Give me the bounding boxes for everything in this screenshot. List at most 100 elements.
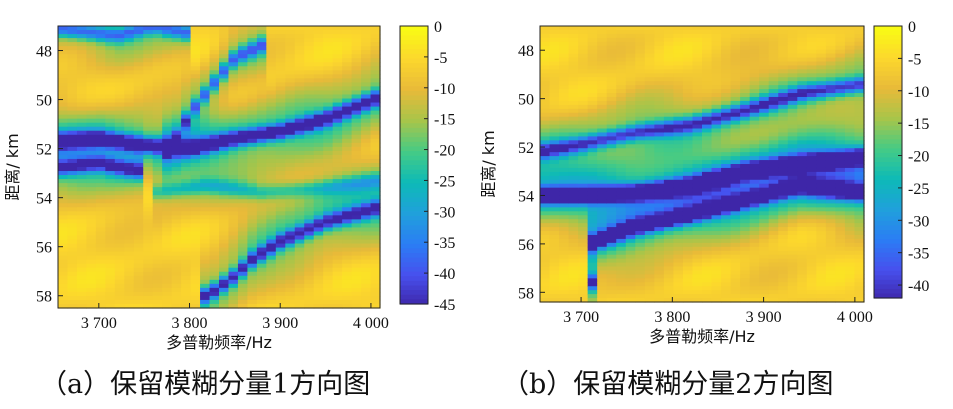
heatmap-cell bbox=[825, 124, 837, 130]
heatmap-cell bbox=[304, 90, 315, 96]
heatmap-cell bbox=[86, 255, 97, 261]
heatmap-cell bbox=[342, 146, 353, 152]
heatmap-cell bbox=[825, 140, 837, 145]
heatmap-cell bbox=[654, 33, 665, 39]
heatmap-cell bbox=[171, 106, 182, 112]
heatmap-cell bbox=[256, 219, 267, 224]
heatmap-cell bbox=[143, 303, 154, 309]
heatmap-cell bbox=[124, 219, 135, 224]
heatmap-cell bbox=[587, 258, 598, 264]
heatmap-cell bbox=[342, 215, 353, 220]
heatmap-cell bbox=[768, 298, 779, 303]
heatmap-cell bbox=[549, 270, 560, 275]
heatmap-cell bbox=[644, 85, 655, 90]
heatmap-cell bbox=[568, 231, 579, 236]
heatmap-cell bbox=[266, 110, 277, 116]
heatmap-cell bbox=[540, 29, 551, 35]
heatmap-cell bbox=[275, 138, 286, 144]
heatmap-cell bbox=[370, 118, 381, 124]
heatmap-cell bbox=[559, 211, 570, 216]
heatmap-cell bbox=[162, 255, 173, 261]
heatmap-cell bbox=[219, 114, 230, 120]
colorbar-segment bbox=[400, 141, 428, 148]
heatmap-cell bbox=[332, 259, 343, 265]
heatmap-cell bbox=[854, 231, 865, 236]
heatmap-cell bbox=[549, 294, 560, 299]
heatmap-cell bbox=[692, 160, 703, 165]
heatmap-cell bbox=[721, 81, 732, 86]
colorbar-segment bbox=[874, 180, 902, 186]
heatmap-cell bbox=[133, 58, 144, 63]
heatmap-cell bbox=[549, 53, 560, 59]
heatmap-cell bbox=[76, 38, 88, 43]
heatmap-cell bbox=[124, 187, 135, 192]
heatmap-cell bbox=[285, 158, 296, 164]
heatmap-cell bbox=[625, 207, 636, 212]
heatmap-cell bbox=[644, 100, 655, 106]
heatmap-cell bbox=[361, 66, 372, 71]
heatmap-cell bbox=[730, 262, 741, 268]
heatmap-cell bbox=[370, 106, 381, 112]
heatmap-cell bbox=[313, 30, 324, 35]
heatmap-cell bbox=[294, 54, 305, 59]
heatmap-cell bbox=[549, 191, 560, 197]
heatmap-cell bbox=[559, 128, 570, 134]
heatmap-cell bbox=[721, 203, 732, 208]
heatmap-cell bbox=[351, 287, 362, 293]
heatmap-cell bbox=[816, 171, 827, 177]
heatmap-cell bbox=[635, 187, 646, 193]
heatmap-cell bbox=[294, 243, 305, 249]
heatmap-cell bbox=[540, 227, 551, 232]
heatmap-cell bbox=[58, 126, 69, 132]
heatmap-cell bbox=[730, 298, 741, 303]
x-axis-label: 多普勒频率/Hz bbox=[649, 327, 755, 346]
heatmap-cell bbox=[209, 179, 220, 184]
heatmap-cell bbox=[587, 223, 598, 228]
heatmap-cell bbox=[67, 34, 78, 39]
heatmap-cell bbox=[778, 73, 789, 78]
heatmap-cell bbox=[351, 26, 362, 31]
heatmap-cell bbox=[549, 89, 560, 94]
heatmap-cell bbox=[644, 156, 655, 161]
heatmap-cell bbox=[854, 85, 865, 90]
heatmap-cell bbox=[181, 183, 192, 188]
heatmap-cell bbox=[654, 294, 665, 299]
heatmap-cell bbox=[806, 116, 817, 122]
heatmap-cell bbox=[616, 148, 627, 153]
heatmap-cell bbox=[181, 219, 192, 224]
heatmap-cell bbox=[721, 152, 732, 157]
heatmap-cell bbox=[370, 138, 381, 144]
heatmap-cell bbox=[568, 136, 579, 141]
heatmap-cell bbox=[58, 50, 69, 55]
heatmap-cell bbox=[768, 262, 779, 268]
heatmap-cell bbox=[313, 195, 324, 200]
heatmap-cell bbox=[332, 227, 343, 233]
heatmap-cell bbox=[854, 144, 865, 149]
heatmap-cell bbox=[663, 266, 675, 272]
heatmap-cell bbox=[787, 274, 798, 279]
heatmap-cell bbox=[749, 124, 760, 130]
heatmap-cell bbox=[711, 266, 722, 272]
heatmap-cell bbox=[370, 122, 381, 128]
heatmap-cell bbox=[370, 283, 381, 289]
heatmap-cell bbox=[816, 132, 827, 137]
heatmap-cell bbox=[559, 96, 570, 102]
heatmap-cell bbox=[323, 219, 334, 224]
heatmap-cell bbox=[190, 187, 201, 192]
heatmap-cell bbox=[105, 34, 116, 39]
heatmap-cell bbox=[806, 290, 817, 295]
heatmap-cell bbox=[304, 275, 315, 281]
colorbar-tick-label: 0 bbox=[434, 19, 442, 36]
heatmap-cell bbox=[740, 69, 751, 74]
heatmap-cell bbox=[86, 275, 97, 281]
heatmap-cell bbox=[181, 38, 192, 43]
heatmap-cell bbox=[86, 102, 97, 108]
heatmap-cell bbox=[759, 41, 770, 47]
heatmap-cell bbox=[825, 164, 837, 169]
heatmap-cell bbox=[285, 134, 296, 140]
heatmap-cell bbox=[711, 262, 722, 268]
heatmap-cell bbox=[806, 61, 817, 67]
heatmap-cell bbox=[644, 282, 655, 287]
heatmap-cell bbox=[86, 267, 97, 273]
heatmap-cell bbox=[124, 142, 135, 148]
